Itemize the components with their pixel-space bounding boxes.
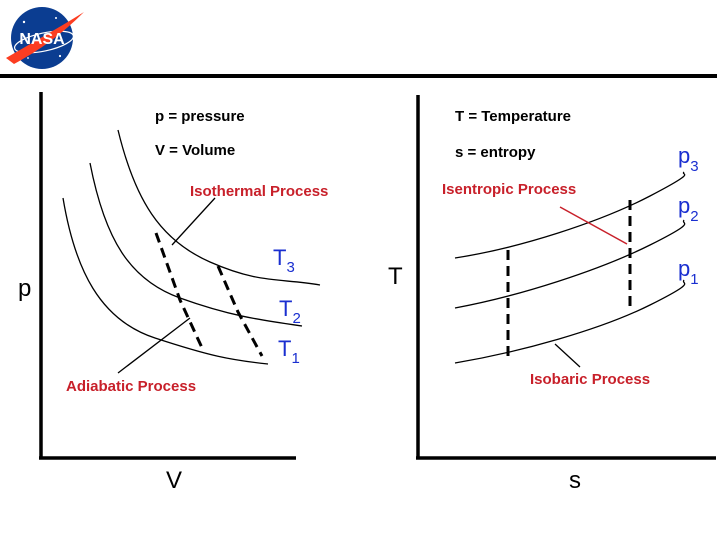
- curve-label-p2-main: p: [678, 193, 690, 218]
- curve-label-t1-main: T: [278, 336, 291, 361]
- curve-label-t3-sub: 3: [286, 259, 294, 276]
- isobar-p1: [454, 279, 686, 364]
- isothermal-pointer: [171, 197, 216, 246]
- curve-label-p1-main: p: [678, 256, 690, 281]
- adiabat-right: [216, 265, 264, 357]
- pv-y-axis-label: p: [18, 275, 31, 302]
- isobaric-pointer: [554, 343, 581, 368]
- pv-x-axis-label: V: [166, 467, 182, 494]
- logo-orbit: [13, 30, 75, 54]
- isobar-p3: [454, 171, 686, 259]
- isothermal-label: Isothermal Process: [190, 183, 328, 200]
- nasa-logo: NASA: [6, 7, 84, 69]
- adiabatic-label: Adiabatic Process: [66, 378, 196, 395]
- curve-label-p3-sub: 3: [690, 158, 698, 175]
- ts-diagram: T s T = Temperature s = entropy Isentrop…: [388, 95, 716, 494]
- curve-label-p1-sub: 1: [690, 271, 698, 288]
- adiabatic-pointer: [117, 317, 191, 374]
- isobaric-label: Isobaric Process: [530, 371, 650, 388]
- ts-legend-temperature: T = Temperature: [455, 108, 571, 125]
- isotherm-t3: [117, 129, 321, 286]
- curve-label-t1-sub: 1: [291, 350, 299, 367]
- curve-label-p3-main: p: [678, 143, 690, 168]
- curve-label-t2: T2: [279, 296, 301, 327]
- curve-label-p2: p2: [678, 193, 699, 225]
- curve-label-p2-sub: 2: [690, 208, 698, 225]
- curve-label-t3: T3: [273, 245, 295, 276]
- pv-diagram: p V p = pressure V = Volume Isothermal P…: [18, 92, 328, 494]
- adiabat-left: [154, 232, 205, 351]
- pv-legend-volume: V = Volume: [155, 142, 235, 159]
- ts-x-axis-label: s: [569, 467, 581, 494]
- curve-label-t2-sub: 2: [292, 310, 300, 327]
- ts-legend-entropy: s = entropy: [455, 144, 536, 161]
- curve-label-t3-main: T: [273, 245, 286, 270]
- logo-text: NASA: [19, 31, 65, 48]
- isentropic-label: Isentropic Process: [442, 181, 576, 198]
- curve-label-t1: T1: [278, 336, 300, 367]
- isobar-p2: [454, 219, 686, 309]
- isentropic-pointer: [559, 206, 628, 245]
- curve-label-p1: p1: [678, 256, 699, 288]
- isotherm-t1: [62, 197, 269, 365]
- curve-label-p3: p3: [678, 143, 699, 175]
- logo-swoosh: [6, 12, 84, 64]
- pv-legend-pressure: p = pressure: [155, 108, 245, 125]
- ts-y-axis-label: T: [388, 263, 403, 290]
- curve-label-t2-main: T: [279, 296, 292, 321]
